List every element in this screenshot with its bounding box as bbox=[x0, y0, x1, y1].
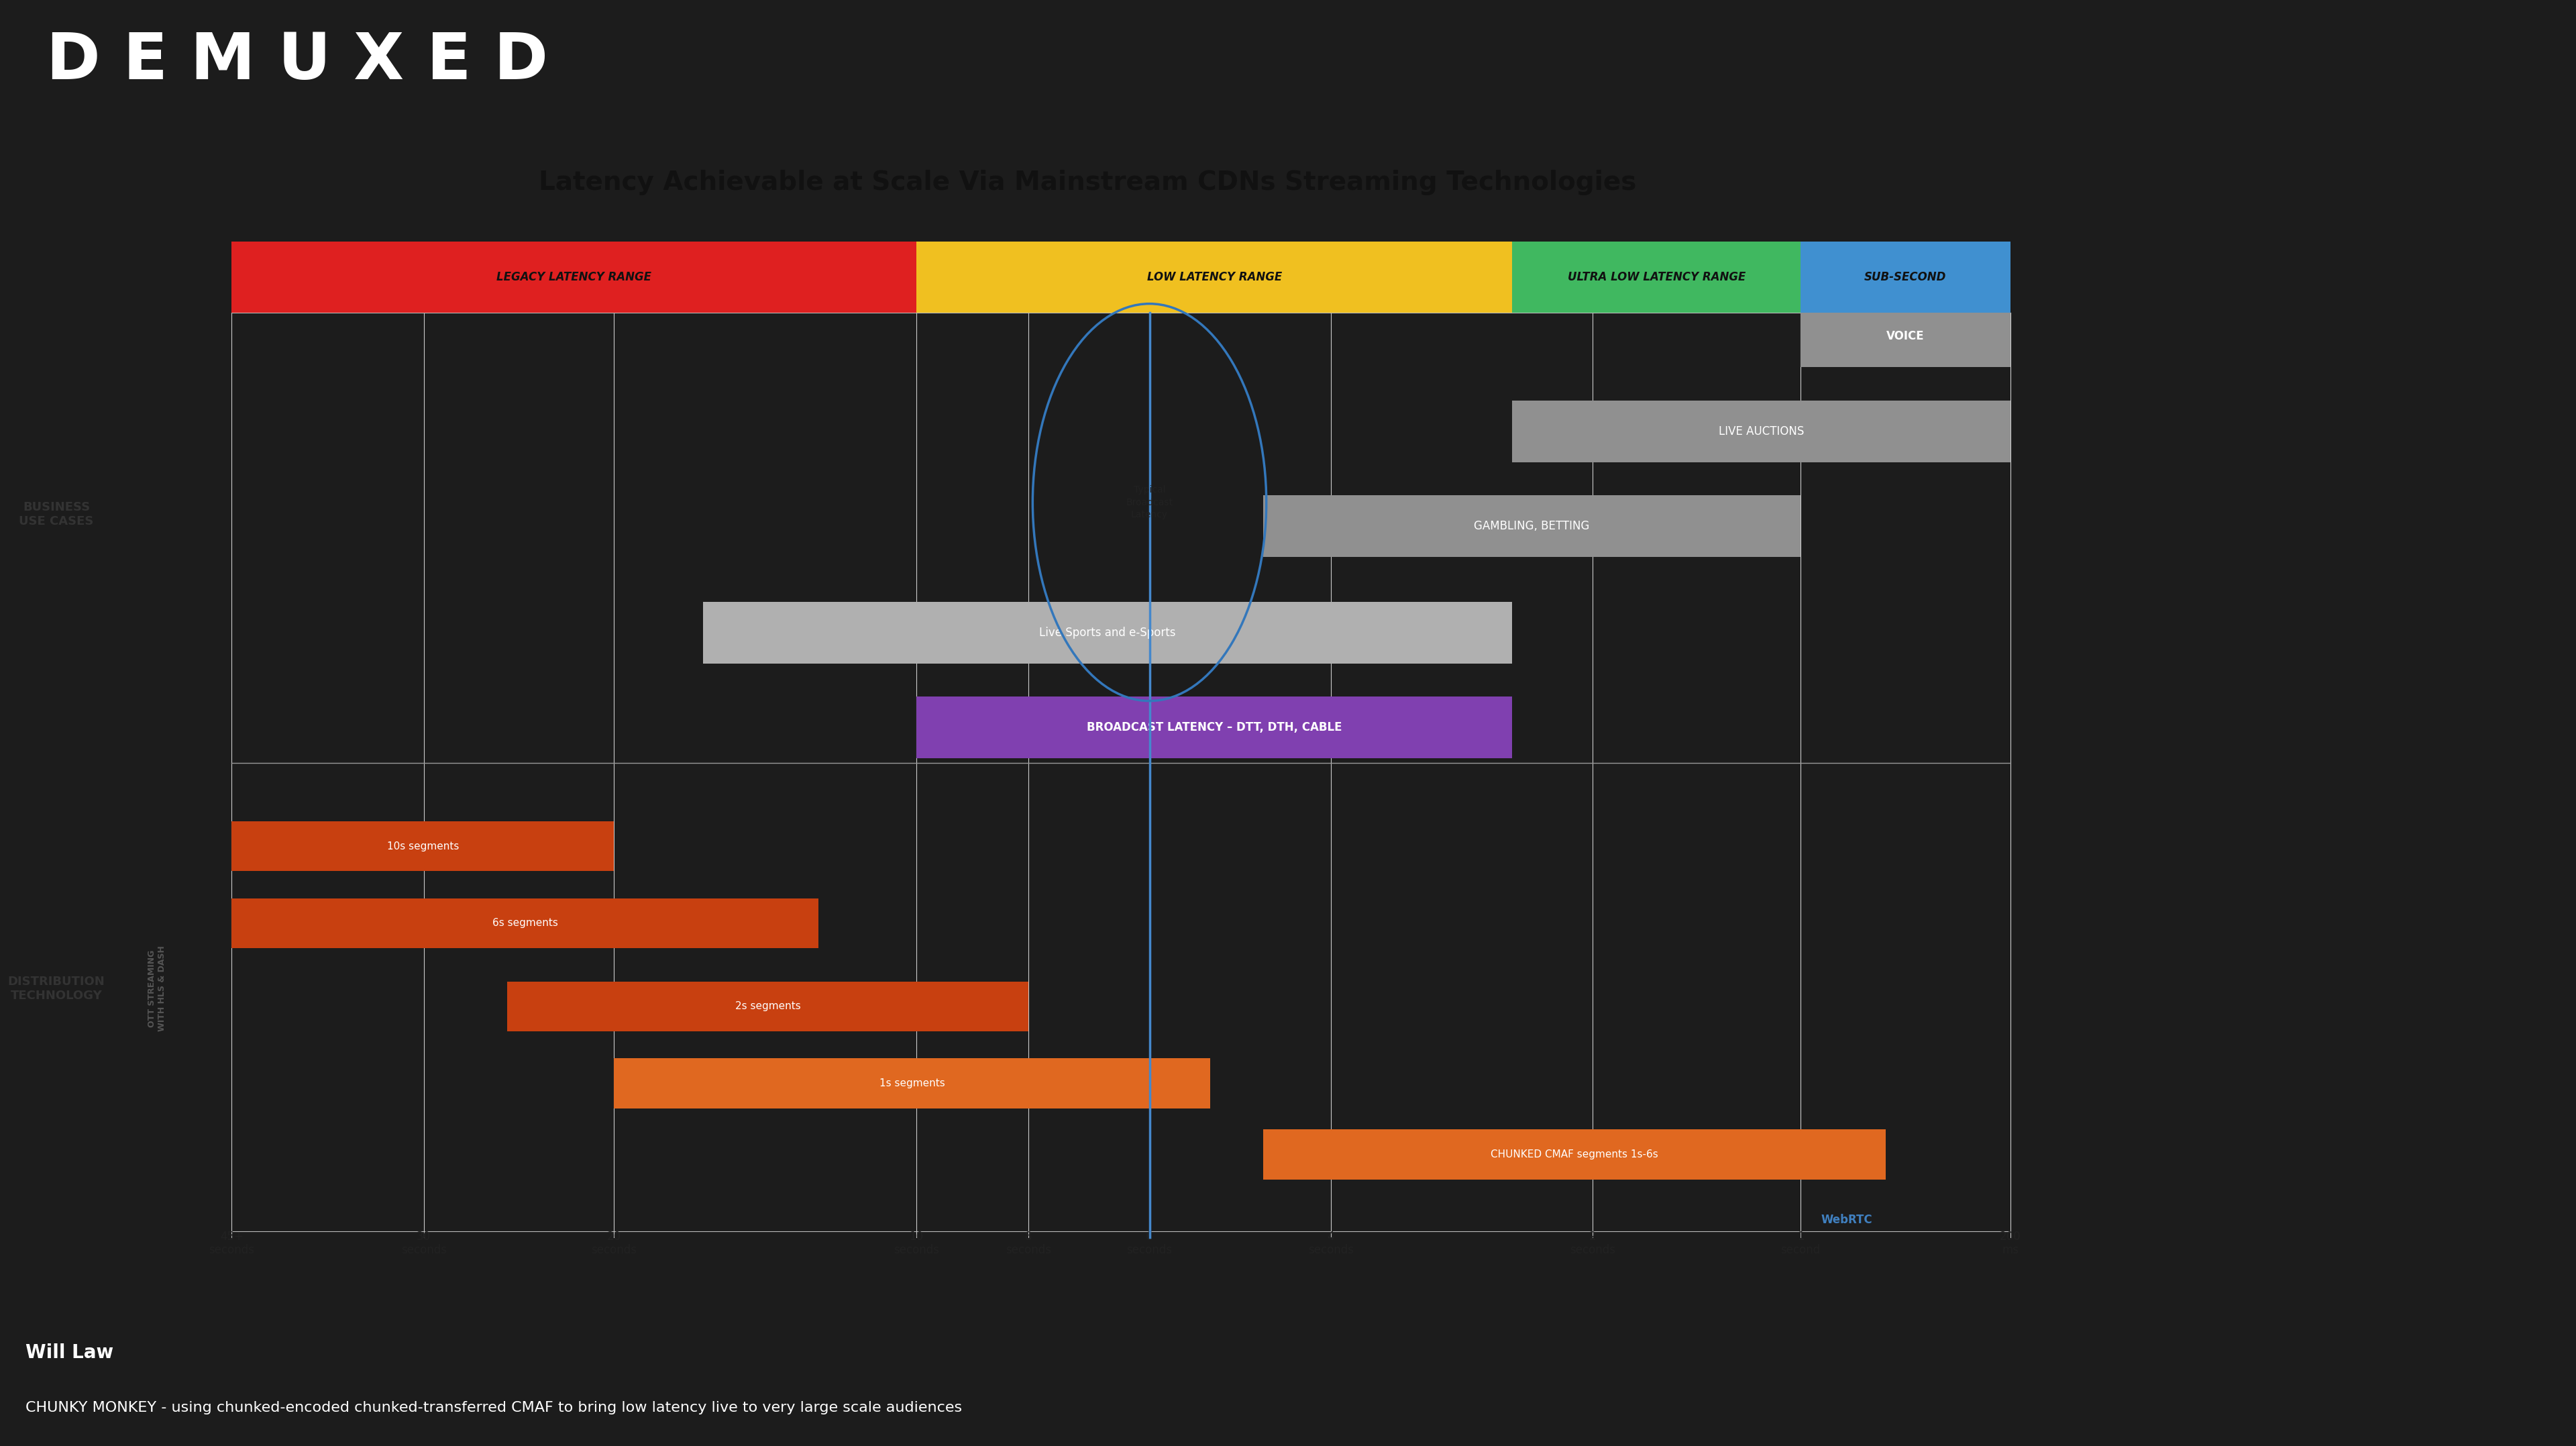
Bar bbox=[1801, 241, 2009, 312]
Bar bbox=[917, 697, 1512, 759]
Text: ULTRA LOW LATENCY RANGE: ULTRA LOW LATENCY RANGE bbox=[1566, 270, 1747, 283]
Text: 2s segments: 2s segments bbox=[734, 1001, 801, 1011]
Bar bbox=[703, 602, 1512, 664]
Bar bbox=[232, 821, 613, 870]
Text: 200
ms: 200 ms bbox=[1999, 1231, 2022, 1257]
Text: LIVE AUCTIONS: LIVE AUCTIONS bbox=[1718, 425, 1803, 437]
Text: D E M U X E D: D E M U X E D bbox=[46, 30, 549, 93]
Text: 10
seconds: 10 seconds bbox=[894, 1231, 940, 1257]
Text: DISTRIBUTION
TECHNOLOGY: DISTRIBUTION TECHNOLOGY bbox=[8, 976, 106, 1002]
Text: LOW LATENCY RANGE: LOW LATENCY RANGE bbox=[1146, 270, 1283, 283]
Text: Will Law: Will Law bbox=[26, 1343, 113, 1362]
Bar bbox=[917, 241, 1512, 312]
Bar bbox=[1801, 305, 2009, 367]
Text: Typical
Broadcast
Latency: Typical Broadcast Latency bbox=[1126, 486, 1172, 519]
Text: BROADCAST LATENCY – DTT, DTH, CABLE: BROADCAST LATENCY – DTT, DTH, CABLE bbox=[1087, 722, 1342, 733]
Text: 6
seconds: 6 seconds bbox=[1126, 1231, 1172, 1257]
Text: Live Sports and e-Sports: Live Sports and e-Sports bbox=[1041, 626, 1177, 639]
Bar bbox=[507, 982, 1028, 1031]
Text: GAMBLING, BETTING: GAMBLING, BETTING bbox=[1473, 521, 1589, 532]
Bar bbox=[1262, 1129, 1886, 1180]
Text: 10s segments: 10s segments bbox=[386, 842, 459, 852]
Text: SUB-SECOND: SUB-SECOND bbox=[1865, 270, 1947, 283]
Text: 30
seconds: 30 seconds bbox=[402, 1231, 446, 1257]
Bar bbox=[232, 241, 917, 312]
Text: VOICE: VOICE bbox=[1886, 330, 1924, 343]
Text: 6s segments: 6s segments bbox=[492, 918, 559, 928]
Text: WebRTC: WebRTC bbox=[1821, 1213, 1873, 1226]
Text: LEGACY LATENCY RANGE: LEGACY LATENCY RANGE bbox=[497, 270, 652, 283]
Text: 45+
seconds: 45+ seconds bbox=[209, 1231, 255, 1257]
Text: 8
seconds: 8 seconds bbox=[1005, 1231, 1051, 1257]
Bar bbox=[613, 1058, 1211, 1108]
Bar bbox=[232, 898, 819, 949]
Text: 1s segments: 1s segments bbox=[878, 1079, 945, 1089]
Text: BUSINESS
USE CASES: BUSINESS USE CASES bbox=[18, 502, 93, 528]
Text: 20
seconds: 20 seconds bbox=[592, 1231, 636, 1257]
Text: CHUNKED CMAF segments 1s-6s: CHUNKED CMAF segments 1s-6s bbox=[1492, 1150, 1659, 1160]
Text: 4
seconds: 4 seconds bbox=[1309, 1231, 1355, 1257]
Bar bbox=[1262, 495, 1801, 557]
Text: 1
second: 1 second bbox=[1780, 1231, 1821, 1257]
Text: 2
seconds: 2 seconds bbox=[1569, 1231, 1615, 1257]
Text: OTT STREAMING
WITH HLS & DASH: OTT STREAMING WITH HLS & DASH bbox=[147, 946, 167, 1031]
Bar bbox=[1512, 241, 1801, 312]
Text: Latency Achievable at Scale Via Mainstream CDNs Streaming Technologies: Latency Achievable at Scale Via Mainstre… bbox=[538, 169, 1636, 195]
Bar bbox=[1512, 401, 2009, 463]
Text: CHUNKY MONKEY - using chunked-encoded chunked-transferred CMAF to bring low late: CHUNKY MONKEY - using chunked-encoded ch… bbox=[26, 1401, 963, 1414]
